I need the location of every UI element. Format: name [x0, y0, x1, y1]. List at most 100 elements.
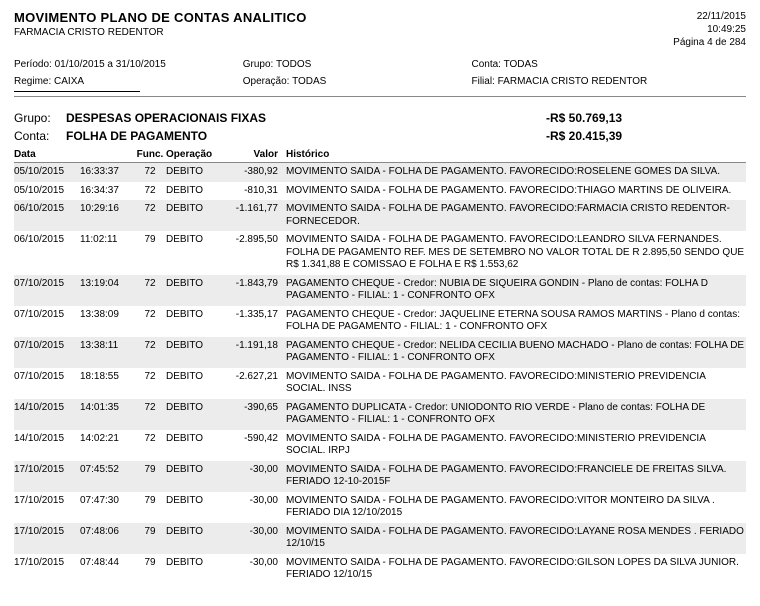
operacao-value: TODAS	[292, 76, 326, 87]
cell-func: 79	[134, 234, 166, 272]
grupo-label: Grupo:	[243, 59, 274, 70]
cell-valor: -1.161,77	[226, 203, 282, 228]
cell-oper: DEBITO	[166, 464, 226, 489]
cell-valor: -30,00	[226, 526, 282, 551]
cell-date: 07/10/2015	[14, 278, 80, 303]
table-row: 07/10/201513:38:1172DEBITO-1.191,18PAGAM…	[14, 337, 746, 368]
cell-oper: DEBITO	[166, 166, 226, 179]
cell-date: 06/10/2015	[14, 203, 80, 228]
cell-time: 11:02:11	[80, 234, 134, 272]
cell-hist: MOVIMENTO SAIDA - FOLHA DE PAGAMENTO. FA…	[282, 433, 746, 458]
account-amount: -R$ 20.415,39	[546, 129, 746, 143]
grupo-value: TODOS	[276, 59, 311, 70]
cell-hist: PAGAMENTO CHEQUE - Credor: JAQUELINE ETE…	[282, 309, 746, 334]
cell-func: 72	[134, 203, 166, 228]
cell-hist: PAGAMENTO CHEQUE - Credor: NUBIA DE SIQU…	[282, 278, 746, 303]
cell-time: 13:38:11	[80, 340, 134, 365]
cell-hist: PAGAMENTO CHEQUE - Credor: NELIDA CECILI…	[282, 340, 746, 365]
cell-hist: MOVIMENTO SAIDA - FOLHA DE PAGAMENTO. FA…	[282, 166, 746, 179]
account-label: Conta:	[14, 129, 66, 143]
account-summary: Conta: FOLHA DE PAGAMENTO -R$ 20.415,39	[14, 129, 746, 143]
table-row: 05/10/201516:34:3772DEBITO-810,31MOVIMEN…	[14, 182, 746, 201]
cell-valor: -1.191,18	[226, 340, 282, 365]
cell-valor: -1.335,17	[226, 309, 282, 334]
col-hist: Histórico	[282, 149, 746, 160]
filter-operacao: Operação: TODAS	[243, 76, 472, 87]
cell-valor: -30,00	[226, 464, 282, 489]
cell-date: 14/10/2015	[14, 402, 80, 427]
cell-func: 72	[134, 340, 166, 365]
group-name: DESPESAS OPERACIONAIS FIXAS	[66, 111, 546, 125]
cell-date: 07/10/2015	[14, 371, 80, 396]
filter-regime: Regime: CAIXA	[14, 76, 243, 87]
cell-oper: DEBITO	[166, 234, 226, 272]
cell-valor: -590,42	[226, 433, 282, 458]
cell-valor: -380,92	[226, 166, 282, 179]
periodo-label: Período:	[14, 59, 52, 70]
cell-oper: DEBITO	[166, 371, 226, 396]
cell-date: 07/10/2015	[14, 340, 80, 365]
header-right: 22/11/2015 10:49:25 Página 4 de 284	[673, 10, 746, 49]
cell-oper: DEBITO	[166, 495, 226, 520]
cell-func: 72	[134, 309, 166, 334]
cell-time: 13:19:04	[80, 278, 134, 303]
filter-grupo: Grupo: TODOS	[243, 59, 472, 70]
cell-valor: -810,31	[226, 185, 282, 198]
conta-value: TODAS	[504, 59, 538, 70]
account-name: FOLHA DE PAGAMENTO	[66, 129, 546, 143]
cell-date: 14/10/2015	[14, 433, 80, 458]
col-func: Func.	[134, 149, 166, 160]
cell-valor: -1.843,79	[226, 278, 282, 303]
cell-time: 16:34:37	[80, 185, 134, 198]
cell-func: 79	[134, 495, 166, 520]
cell-date: 17/10/2015	[14, 464, 80, 489]
filter-row-1: Período: 01/10/2015 a 31/10/2015 Grupo: …	[14, 59, 746, 70]
cell-func: 72	[134, 402, 166, 427]
regime-value: CAIXA	[54, 76, 84, 87]
table-row: 07/10/201513:19:0472DEBITO-1.843,79PAGAM…	[14, 275, 746, 306]
divider-thin	[14, 96, 746, 97]
table-row: 07/10/201513:38:0972DEBITO-1.335,17PAGAM…	[14, 306, 746, 337]
table-row: 06/10/201511:02:1179DEBITO-2.895,50MOVIM…	[14, 231, 746, 275]
cell-date: 05/10/2015	[14, 185, 80, 198]
cell-time: 10:29:16	[80, 203, 134, 228]
cell-hist: MOVIMENTO SAIDA - FOLHA DE PAGAMENTO. FA…	[282, 495, 746, 520]
report-time: 10:49:25	[673, 23, 746, 36]
report-subtitle: FARMACIA CRISTO REDENTOR	[14, 27, 307, 38]
cell-time: 14:02:21	[80, 433, 134, 458]
cell-func: 72	[134, 278, 166, 303]
table-header: Data Func. Operação Valor Histórico	[14, 149, 746, 163]
cell-date: 17/10/2015	[14, 495, 80, 520]
cell-func: 79	[134, 526, 166, 551]
cell-oper: DEBITO	[166, 185, 226, 198]
cell-func: 79	[134, 464, 166, 489]
cell-date: 06/10/2015	[14, 234, 80, 272]
cell-oper: DEBITO	[166, 340, 226, 365]
table-row: 05/10/201516:33:3772DEBITO-380,92MOVIMEN…	[14, 163, 746, 182]
cell-oper: DEBITO	[166, 557, 226, 582]
col-oper: Operação	[166, 149, 226, 160]
cell-hist: MOVIMENTO SAIDA - FOLHA DE PAGAMENTO. FA…	[282, 185, 746, 198]
operacao-label: Operação:	[243, 76, 290, 87]
cell-date: 17/10/2015	[14, 557, 80, 582]
cell-time: 16:33:37	[80, 166, 134, 179]
cell-time: 07:45:52	[80, 464, 134, 489]
col-valor: Valor	[226, 149, 282, 160]
report-title: MOVIMENTO PLANO DE CONTAS ANALITICO	[14, 10, 307, 25]
cell-time: 18:18:55	[80, 371, 134, 396]
header-left: MOVIMENTO PLANO DE CONTAS ANALITICO FARM…	[14, 10, 307, 38]
cell-time: 07:48:06	[80, 526, 134, 551]
table-row: 06/10/201510:29:1672DEBITO-1.161,77MOVIM…	[14, 200, 746, 231]
filter-filial: Filial: FARMACIA CRISTO REDENTOR	[472, 76, 747, 87]
group-summary: Grupo: DESPESAS OPERACIONAIS FIXAS -R$ 5…	[14, 111, 746, 125]
table-row: 07/10/201518:18:5572DEBITO-2.627,21MOVIM…	[14, 368, 746, 399]
cell-time: 07:47:30	[80, 495, 134, 520]
cell-date: 07/10/2015	[14, 309, 80, 334]
report-date: 22/11/2015	[673, 10, 746, 23]
filial-label: Filial:	[472, 76, 495, 87]
report-header: MOVIMENTO PLANO DE CONTAS ANALITICO FARM…	[14, 10, 746, 49]
cell-oper: DEBITO	[166, 309, 226, 334]
cell-hist: MOVIMENTO SAIDA - FOLHA DE PAGAMENTO. FA…	[282, 557, 746, 582]
cell-time: 14:01:35	[80, 402, 134, 427]
report-page: Página 4 de 284	[673, 36, 746, 49]
